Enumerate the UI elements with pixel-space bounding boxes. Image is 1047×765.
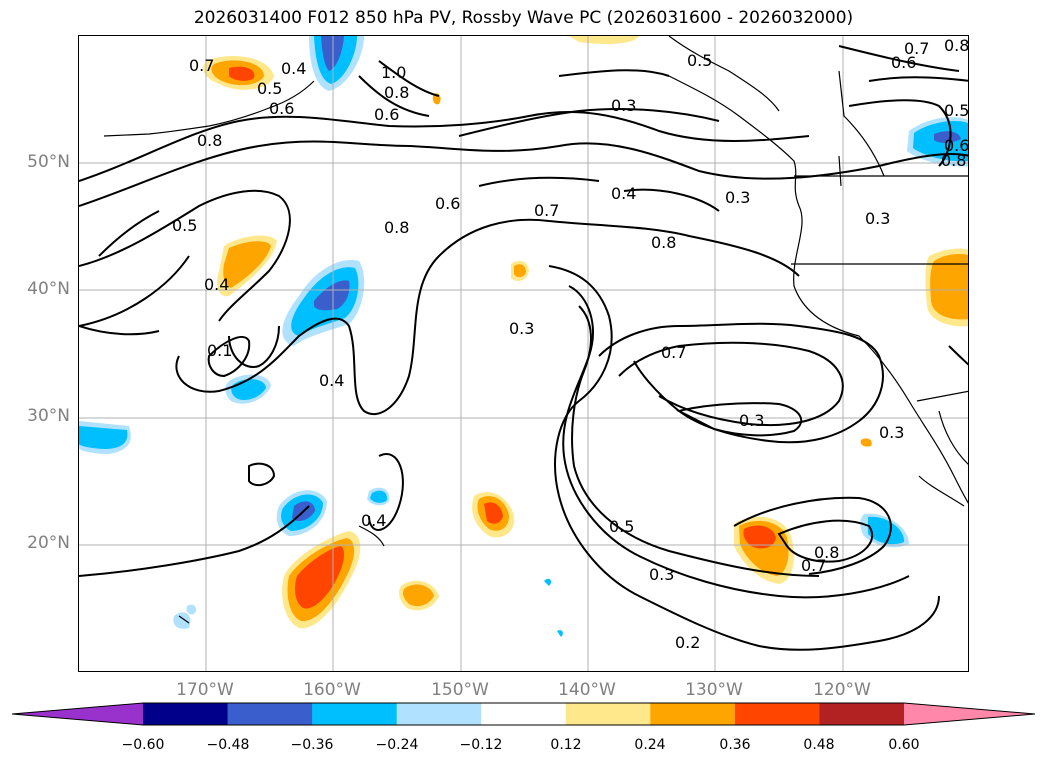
contour-label: 0.7 [904,39,929,58]
map-canvas: 0.7 0.4 0.5 0.6 0.8 1.0 0.8 0.6 0.5 0.3 … [79,36,969,671]
negative-anomaly [934,131,961,143]
positive-anomaly [402,584,434,607]
colorbar-tick-label: 0.36 [719,737,751,753]
negative-anomaly [314,280,350,311]
negative-anomaly [868,516,905,545]
colorbar-segment [312,703,398,725]
contour-label: 0.8 [814,543,839,562]
lon-label: 160°W [303,680,361,700]
contour-label: 0.8 [197,131,222,150]
contour-label: 0.3 [879,423,904,442]
contour-label: 0.3 [739,411,764,430]
contour-label: 0.4 [204,275,229,294]
colorbar-tick-label: −0.60 [121,737,165,753]
map-panel: 0.7 0.4 0.5 0.6 0.8 1.0 0.8 0.6 0.5 0.3 … [78,35,969,672]
lon-label: 140°W [558,680,616,700]
contour-label: 0.6 [269,99,294,118]
colorbar-tick-label: 0.24 [634,737,666,753]
contour-label: 0.8 [941,151,966,170]
map-title: 2026031400 F012 850 hPa PV, Rossby Wave … [193,8,854,28]
colorbar-segments [12,703,1035,725]
contour-label: 0.8 [944,36,969,55]
contour-label: 0.5 [687,51,712,70]
colorbar-tick-label: 0.12 [550,737,582,753]
contour-label: 0.3 [509,319,534,338]
pv-contours [79,45,968,651]
colorbar-extend-min [12,703,143,725]
colorbar-segment [227,703,313,725]
lat-label: 20°N [27,533,70,553]
negative-anomaly [557,630,563,637]
colorbar-tick-label: −0.12 [459,737,503,753]
colorbar-extend-max [904,703,1035,725]
contour-label: 0.1 [207,341,232,360]
colorbar-tick-label: 0.48 [803,737,835,753]
colorbar-tick-label: −0.24 [375,737,419,753]
coastlines [103,36,968,624]
positive-anomaly [743,525,776,549]
contour-label: 0.6 [435,194,460,213]
contour-label: 0.5 [172,216,197,235]
colorbar-tick-label: −0.48 [206,737,250,753]
contour-label: 0.5 [257,79,282,98]
negative-anomaly [186,604,197,615]
lon-label: 170°W [176,680,234,700]
colorbar-segment [734,703,820,725]
positive-anomaly [569,36,639,44]
negative-anomaly [79,426,128,449]
positive-anomaly [223,241,271,288]
colorbar-segment [396,703,482,725]
positive-anomaly [930,254,968,320]
colorbar-segment [143,703,229,725]
lon-label: 150°W [431,680,489,700]
contour-label: 0.7 [801,556,826,575]
contour-label: 0.4 [319,371,344,390]
lat-label: 40°N [27,279,70,299]
positive-anomaly [860,438,872,447]
colorbar-segment [819,703,905,725]
negative-anomaly [370,490,388,503]
colorbar-segment [565,703,651,725]
contour-label: 0.3 [725,188,750,207]
colorbar-tick-label: −0.36 [290,737,334,753]
contour-label: 0.7 [534,201,559,220]
contour-label: 0.4 [361,511,386,530]
colorbar-segment [481,703,567,725]
contour-label: 0.6 [374,105,399,124]
lon-label: 120°W [813,680,871,700]
contour-label: 0.4 [611,184,636,203]
colorbar-segment [650,703,736,725]
contour-label: 0.5 [609,517,634,536]
negative-anomaly [173,612,191,629]
colorbar [11,702,1036,726]
contour-label: 0.7 [189,56,214,75]
contour-label: 0.6 [891,53,916,72]
contour-label: 0.3 [865,209,890,228]
contour-label: 0.7 [661,343,686,362]
lon-label: 130°W [685,680,743,700]
lat-label: 30°N [27,406,70,426]
contour-label: 0.5 [944,101,969,120]
positive-anomaly [484,502,503,524]
contour-label: 0.4 [281,59,306,78]
contour-label: 0.2 [675,633,700,652]
contour-label: 0.3 [611,96,636,115]
lat-label: 50°N [27,152,70,172]
contour-label: 1.0 [381,63,406,82]
contour-label: 0.8 [384,83,409,102]
positive-anomaly [514,264,526,278]
contour-label: 0.3 [649,565,674,584]
contour-label: 0.6 [944,136,969,155]
contour-label: 0.8 [651,233,676,252]
contour-label-group: 0.7 0.4 0.5 0.6 0.8 1.0 0.8 0.6 0.5 0.3 … [172,36,969,652]
negative-anomaly [544,578,552,586]
colorbar-outline [11,702,1036,726]
contour-label: 0.8 [384,218,409,237]
positive-anomaly [229,66,255,81]
positive-anomaly [295,546,345,609]
colorbar-tick-label: 0.60 [888,737,920,753]
